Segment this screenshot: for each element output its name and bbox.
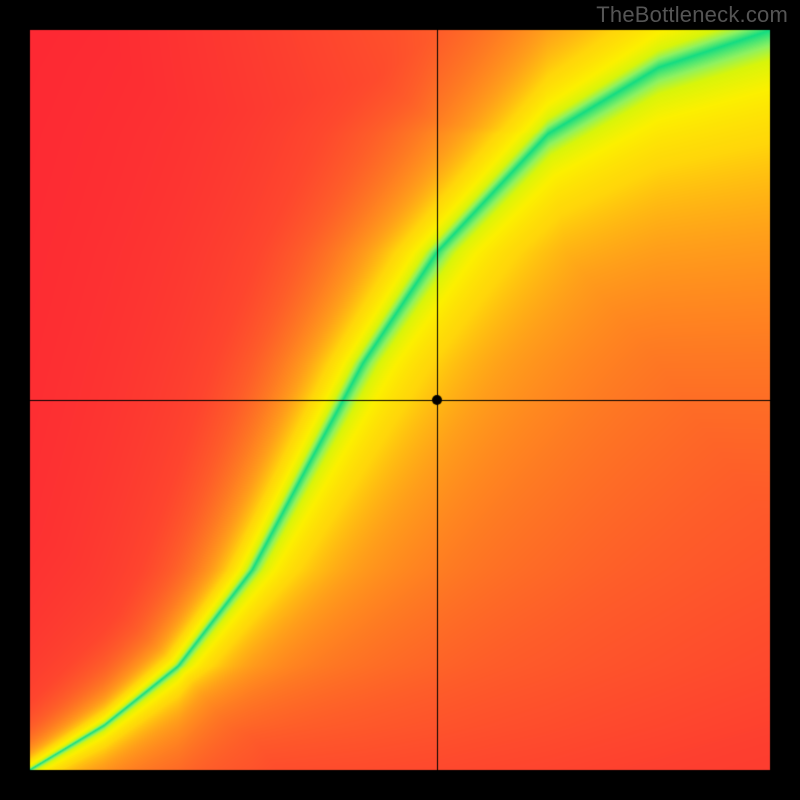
chart-container: TheBottleneck.com	[0, 0, 800, 800]
heatmap-canvas	[0, 0, 800, 800]
